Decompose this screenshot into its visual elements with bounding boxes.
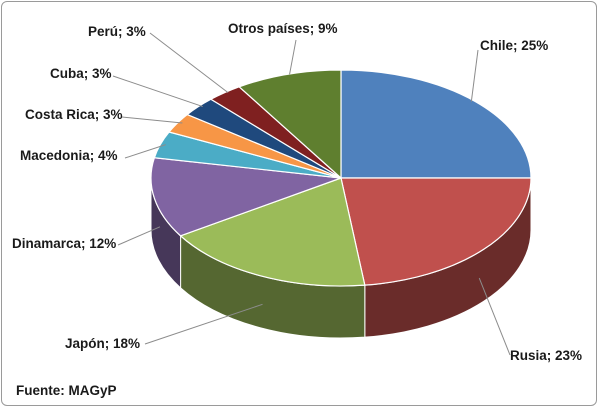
leader-line-otros-paises [289,39,297,75]
slice-label-cuba: Cuba; 3% [50,66,112,81]
slice-label-otros-paises: Otros países; 9% [228,21,338,36]
leader-line-dinamarca [117,226,161,246]
leader-line-japon [144,303,263,345]
slice-rusia [340,177,532,286]
pie-slices [150,69,532,287]
slice-label-peru: Perú; 3% [88,24,146,39]
source-note: Fuente: MAGyP [16,383,117,398]
slice-otros-paises [238,69,342,180]
leader-line-chile [470,49,479,102]
slice-label-japon: Japón; 18% [65,336,140,351]
slice-chile [340,69,532,179]
leader-line-cuba [112,75,203,108]
slice-dinamarca [150,157,342,237]
slice-label-macedonia: Macedonia; 4% [20,148,118,163]
leader-line-rusia [478,277,511,356]
slice-labels: Chile; 25% Rusia; 23% Japón; 18% Dinamarca;… [12,21,582,363]
leader-line-macedonia [124,144,166,159]
slice-label-costa-rica: Costa Rica; 3% [25,107,123,122]
slice-label-chile: Chile; 25% [480,38,548,53]
slice-label-dinamarca: Dinamarca; 12% [12,236,116,251]
leader-line-costa-rica [121,116,183,124]
leader-lines [112,32,511,356]
leader-line-peru [149,32,229,94]
slice-label-rusia: Rusia; 23% [510,348,582,363]
slice-japon [179,177,366,287]
